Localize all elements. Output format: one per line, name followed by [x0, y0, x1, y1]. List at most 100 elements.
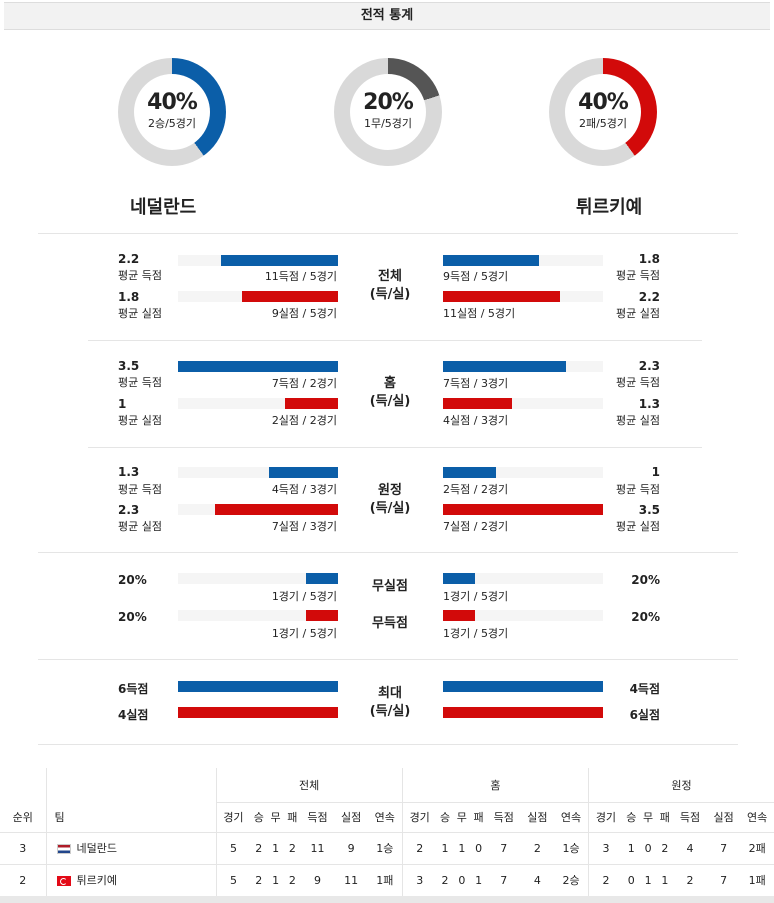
page-title: 전적 통계: [4, 2, 770, 30]
table-row: 3 네덜란드 5 2 1 2 11 9 1승 2 1 1 0 7 2 1승 3 1 0 2 4 7 2패: [0, 832, 774, 865]
away-scored-bar: [443, 255, 539, 266]
col-total-4: 득점: [300, 802, 335, 833]
total-stat-cell: 1: [267, 832, 284, 865]
col-total-3: 패: [283, 802, 301, 833]
home-scored-caption: 7득점 / 2경기: [271, 377, 337, 390]
away-avg-scored: 1.8: [638, 252, 660, 266]
win-rate-donut: 40% 2승/5경기: [118, 58, 226, 166]
away-conceded-bar: [443, 398, 512, 409]
away-avg-conceded: 3.5: [638, 503, 660, 517]
away-avg-scored-label: 평균 득점: [616, 269, 660, 282]
away-avg-scored-label: 평균 득점: [616, 376, 660, 389]
team-cell[interactable]: 튀르키예: [45, 864, 216, 897]
home-avg-conceded: 2.3: [118, 503, 140, 517]
group-away: 원정: [588, 768, 774, 803]
bottom-scrollbar[interactable]: [0, 896, 774, 903]
draw-rate-value: 20%: [363, 90, 414, 115]
home-conceded-caption: 2실점 / 2경기: [271, 414, 337, 427]
home-conceded-bar: [242, 291, 338, 302]
home-avg-scored: 3.5: [118, 359, 140, 373]
col-home-0: 경기: [401, 802, 437, 833]
home-stat-cell: 3: [401, 864, 437, 897]
total-stat-cell: 1패: [367, 864, 403, 897]
home-scored-caption: 11득점 / 5경기: [264, 270, 337, 283]
col-home-5: 실점: [520, 802, 555, 833]
away-stat-cell: 7: [706, 832, 741, 865]
away-avg-scored: 2.3: [638, 359, 660, 373]
section-label: 원정: [378, 483, 402, 498]
total-stat-cell: 5: [215, 832, 251, 865]
col-total-0: 경기: [215, 802, 251, 833]
col-home-6: 연속: [554, 802, 589, 833]
home-stat-cell: 0: [470, 832, 487, 865]
away-stat-cell: 2: [587, 864, 623, 897]
loss-rate-donut: 40% 2패/5경기: [549, 58, 657, 166]
rank-cell: 2: [0, 864, 46, 897]
away-clean-sheet-caption: 1경기 / 5경기: [443, 590, 509, 603]
col-total-1: 승: [250, 802, 268, 833]
col-home-2: 무: [453, 802, 471, 833]
col-home-3: 패: [470, 802, 487, 833]
team-cell[interactable]: 네덜란드: [45, 832, 216, 865]
col-away-5: 실점: [706, 802, 741, 833]
away-scored-caption: 7득점 / 3경기: [443, 377, 509, 390]
col-rank: 순위: [0, 802, 46, 833]
total-stat-cell: 11: [300, 832, 335, 865]
away-stat-cell: 2: [656, 832, 674, 865]
home-conceded-caption: 9실점 / 5경기: [271, 307, 337, 320]
away-max-conceded-bar: [443, 707, 603, 718]
home-stat-cell: 0: [453, 864, 471, 897]
total-stat-cell: 2: [250, 832, 268, 865]
away-stat-cell: 0: [622, 864, 640, 897]
loss-rate-sub: 2패/5경기: [578, 117, 628, 130]
col-home-4: 득점: [486, 802, 521, 833]
divider: [38, 233, 738, 234]
group-total: 전체: [215, 768, 403, 803]
col-away-0: 경기: [587, 802, 623, 833]
away-stat-cell: 1: [656, 864, 674, 897]
home-conceded-bar: [285, 398, 338, 409]
away-scored-caption: 9득점 / 5경기: [443, 270, 509, 283]
away-scored-bar: [443, 467, 496, 478]
section-sublabel: (득/실): [369, 287, 411, 302]
home-stat-cell: 7: [486, 832, 521, 865]
group-home: 홈: [401, 768, 589, 803]
home-clean-sheet-caption: 1경기 / 5경기: [271, 590, 337, 603]
home-scored-bar: [221, 255, 338, 266]
home-stat-cell: 2: [436, 864, 454, 897]
away-scored-caption: 2득점 / 2경기: [443, 483, 509, 496]
home-avg-conceded-label: 평균 실점: [118, 520, 162, 533]
divider: [88, 447, 702, 448]
away-clean-sheet-bar: [443, 573, 475, 584]
away-avg-conceded: 2.2: [638, 290, 660, 304]
rank-cell: 3: [0, 832, 46, 865]
section-label: 홈: [384, 376, 396, 391]
away-team-name: 튀르키예: [576, 197, 643, 218]
away-failed-score-caption: 1경기 / 5경기: [443, 627, 509, 640]
total-stat-cell: 1: [267, 864, 284, 897]
away-conceded-bar: [443, 291, 560, 302]
divider: [88, 340, 702, 341]
draw-rate-donut: 20% 1무/5경기: [334, 58, 442, 166]
away-stat-cell: 2패: [740, 832, 774, 865]
home-max-conceded-bar: [178, 707, 338, 718]
col-team: 팀: [45, 802, 216, 833]
home-avg-scored-label: 평균 득점: [118, 483, 162, 496]
away-scored-bar: [443, 361, 566, 372]
col-total-5: 실점: [334, 802, 368, 833]
away-clean-sheet-pct: 20%: [631, 573, 660, 587]
table-group-header: 전체 홈 원정: [0, 768, 774, 803]
home-conceded-caption: 7실점 / 3경기: [271, 520, 337, 533]
home-max-conceded: 4실점: [118, 708, 149, 722]
col-away-4: 득점: [673, 802, 707, 833]
home-stat-cell: 1: [470, 864, 487, 897]
home-clean-sheet-bar: [306, 573, 338, 584]
total-stat-cell: 2: [283, 832, 301, 865]
total-stat-cell: 9: [334, 832, 368, 865]
total-stat-cell: 11: [334, 864, 368, 897]
away-failed-score-pct: 20%: [631, 610, 660, 624]
home-clean-sheet-pct: 20%: [118, 573, 147, 587]
home-stat-cell: 2: [520, 832, 555, 865]
home-stat-cell: 7: [486, 864, 521, 897]
loss-rate-value: 40%: [578, 90, 629, 115]
